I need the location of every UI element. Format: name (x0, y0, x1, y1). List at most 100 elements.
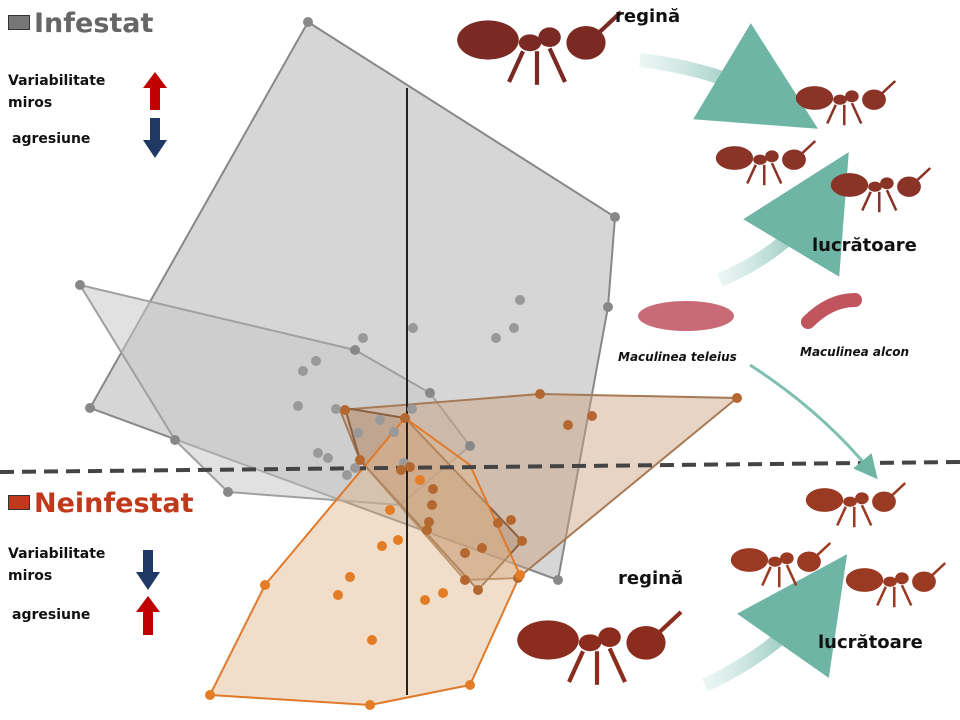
point (340, 405, 350, 415)
ant-leg (801, 140, 817, 154)
ant-part (626, 626, 666, 660)
ant-part (833, 94, 847, 105)
vertex (350, 345, 360, 355)
queen-ant (517, 610, 683, 685)
ant-leg (785, 564, 798, 587)
point (333, 590, 343, 600)
swatch (8, 15, 30, 30)
point (491, 333, 501, 343)
point (205, 690, 215, 700)
larva-label: Maculinea alcon (800, 345, 909, 359)
point (293, 401, 303, 411)
point (358, 333, 368, 343)
point (515, 295, 525, 305)
point (396, 465, 406, 475)
label: Variabilitate miros (8, 546, 106, 584)
vertex (170, 435, 180, 445)
vertex (553, 575, 563, 585)
workers-label: lucrătoare (818, 632, 923, 653)
point (260, 580, 270, 590)
point (493, 518, 503, 528)
ant-part (730, 548, 769, 572)
ant-part (868, 181, 882, 192)
title-text: Neinfestat (34, 488, 194, 519)
point (389, 427, 399, 437)
point (405, 462, 415, 472)
arrow (639, 23, 819, 129)
worker-ant (715, 140, 817, 186)
vertex (223, 487, 233, 497)
ant-part (457, 20, 519, 60)
point (355, 455, 365, 465)
label: agresiune (12, 131, 91, 147)
ant-part (862, 89, 886, 110)
arrow (749, 363, 878, 480)
title-text: Infestat (34, 8, 154, 39)
arrow (702, 554, 848, 692)
variability-up-arrow (143, 72, 167, 110)
larva (638, 301, 734, 331)
aggression-up-arrow (136, 596, 160, 635)
point (420, 595, 430, 605)
ant-part (782, 149, 806, 170)
ant-leg (836, 506, 847, 527)
ant-part (855, 492, 869, 505)
uninfested-hull-2 (343, 406, 524, 592)
point (385, 505, 395, 515)
point (509, 323, 519, 333)
point (535, 389, 545, 399)
ant-part (880, 177, 894, 190)
label: agresiune (12, 607, 91, 623)
point (506, 515, 516, 525)
point (427, 500, 437, 510)
point (407, 404, 417, 414)
worker-ant (795, 80, 897, 126)
ant-part (598, 627, 621, 647)
ant-leg (816, 542, 832, 556)
point (367, 635, 377, 645)
worker-ant (845, 562, 947, 608)
ant-part (578, 634, 602, 652)
point (375, 415, 385, 425)
point (408, 323, 418, 333)
point (424, 517, 434, 527)
point (342, 470, 352, 480)
point (473, 585, 483, 595)
divider (0, 460, 960, 474)
point (313, 448, 323, 458)
ant-leg (770, 162, 783, 185)
ant-part (897, 176, 921, 197)
ant-leg (507, 50, 525, 83)
point (587, 411, 597, 421)
point (460, 548, 470, 558)
uninfested-title: Neinfestat (8, 488, 194, 519)
ant-part (845, 568, 884, 592)
ant-leg (876, 586, 887, 607)
point (438, 588, 448, 598)
point (460, 575, 470, 585)
point (422, 525, 432, 535)
ant-part (872, 491, 896, 512)
ant-part (715, 146, 754, 170)
point (465, 680, 475, 690)
infested-title: Infestat (8, 8, 153, 39)
vertex (303, 17, 313, 27)
point (353, 428, 363, 438)
ant-part (768, 556, 782, 567)
ant-leg (658, 610, 683, 634)
vertex (465, 441, 475, 451)
ant-leg (746, 164, 757, 185)
ant-part (797, 551, 821, 572)
infested-hull-2 (77, 283, 472, 507)
aggression-down-arrow (143, 118, 167, 158)
ant-part (883, 576, 897, 587)
worker-ant (730, 542, 832, 588)
vertex (75, 280, 85, 290)
point (415, 475, 425, 485)
workers-label: lucrătoare (812, 235, 917, 256)
vertex (603, 302, 613, 312)
point (365, 700, 375, 710)
